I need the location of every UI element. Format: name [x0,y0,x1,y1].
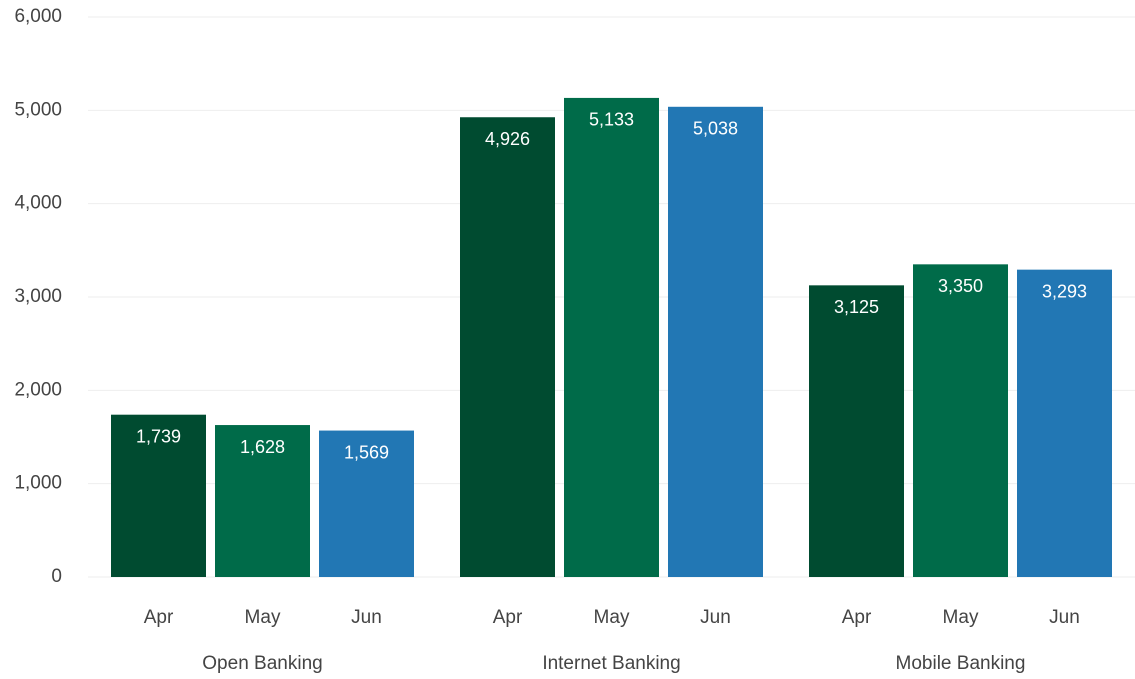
value-label: 4,926 [485,129,530,149]
x-tick-label: Jun [700,607,731,628]
bar [809,285,904,577]
value-label: 5,133 [589,110,634,130]
y-tick-label: 4,000 [14,193,62,214]
x-tick-label: Jun [351,607,382,628]
bar [111,414,206,577]
bar [913,264,1008,577]
value-label: 5,038 [693,119,738,139]
x-tick-label: May [245,607,281,628]
x-tick-label: May [594,607,630,628]
x-tick-label: May [943,607,979,628]
bar [1017,269,1112,577]
x-tick-label: Apr [144,607,174,628]
value-label: 3,125 [834,297,879,317]
y-tick-label: 6,000 [14,6,62,27]
value-label: 1,739 [136,426,181,446]
y-tick-label: 3,000 [14,286,62,307]
value-label: 3,293 [1042,281,1087,301]
value-label: 1,569 [344,442,389,462]
y-tick-label: 2,000 [14,379,62,400]
group-label: Mobile Banking [896,653,1026,674]
bar [460,117,555,578]
bar [319,430,414,577]
value-label: 3,350 [938,276,983,296]
y-tick-label: 0 [51,566,62,587]
group-label: Open Banking [202,653,322,674]
y-tick-label: 5,000 [14,99,62,120]
bar [215,425,310,577]
bar [668,106,763,577]
y-tick-label: 1,000 [14,473,62,494]
bar [564,97,659,578]
x-tick-label: Apr [493,607,523,628]
value-label: 1,628 [240,437,285,457]
group-label: Internet Banking [542,653,680,674]
x-tick-label: Jun [1049,607,1080,628]
x-tick-label: Apr [842,607,872,628]
